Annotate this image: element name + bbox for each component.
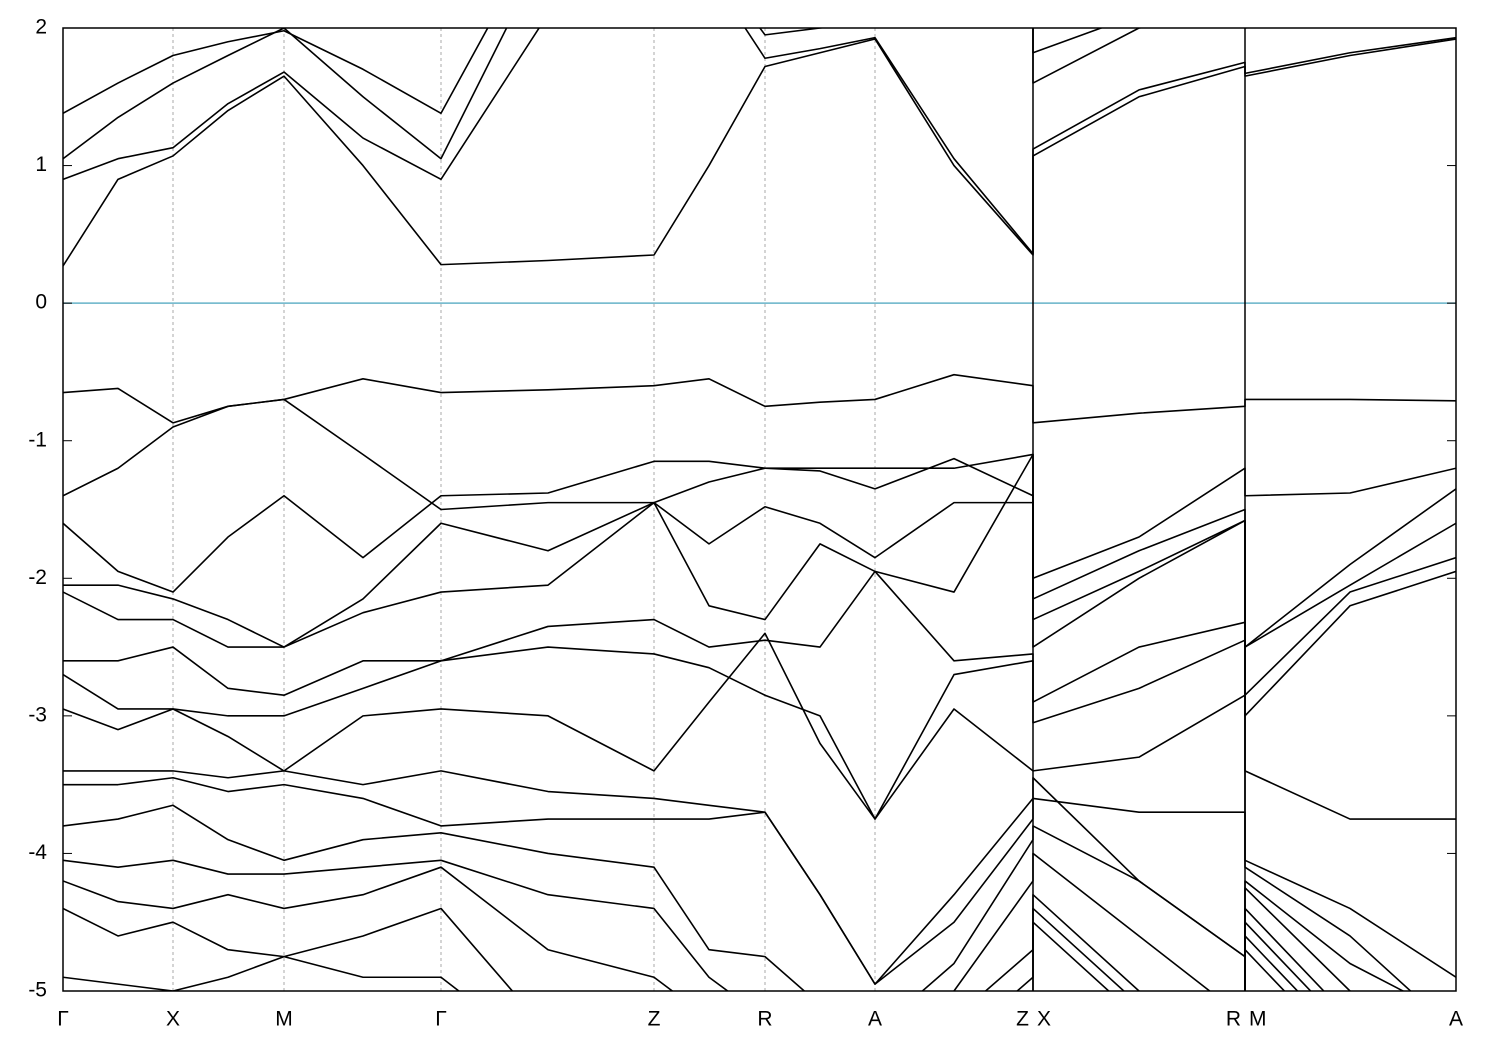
band-line (63, 866, 1312, 991)
band-line (63, 921, 1286, 991)
x-tick-label: R (757, 1008, 772, 1031)
band-line (63, 373, 1456, 424)
band-line (63, 804, 1352, 991)
y-tick-label: -4 (28, 841, 47, 864)
y-tick-label: -5 (28, 979, 47, 1002)
band-line (63, 28, 1252, 160)
band-line (63, 28, 1456, 255)
band-line (63, 457, 1456, 648)
x-tick-label: Z (648, 1008, 661, 1031)
band-line (63, 570, 1456, 717)
y-tick-label: 0 (35, 291, 47, 314)
x-tick-label: Z (1016, 1008, 1029, 1031)
band-line (63, 632, 1456, 978)
x-tick-label: A (1449, 1008, 1463, 1031)
x-tick-label: M (275, 1008, 293, 1031)
y-tick-label: -1 (28, 428, 47, 451)
y-tick-label: -3 (28, 703, 47, 726)
x-tick-label: X (166, 1008, 180, 1031)
bands (63, 28, 1456, 991)
y-tick-label: 1 (35, 153, 47, 176)
x-tick-label: Γ (435, 1008, 447, 1031)
band-line (63, 776, 1412, 991)
y-tick-label: 2 (35, 16, 47, 39)
band-line (63, 501, 1456, 648)
band-line (63, 453, 1456, 697)
x-tick-label: M (1249, 1008, 1267, 1031)
band-line (63, 38, 1456, 267)
x-tick-label: A (868, 1008, 882, 1031)
x-tick-label: Γ (57, 1008, 69, 1031)
band-line (63, 398, 1456, 580)
band-line (63, 770, 1405, 991)
band-line (63, 28, 1104, 115)
band-line (63, 907, 1299, 991)
plot-frame (62, 27, 1457, 992)
y-tick-label: -2 (28, 566, 47, 589)
band-line (63, 639, 1456, 820)
x-tick-label: X (1037, 1008, 1051, 1031)
x-tick-label: R (1226, 1008, 1241, 1031)
